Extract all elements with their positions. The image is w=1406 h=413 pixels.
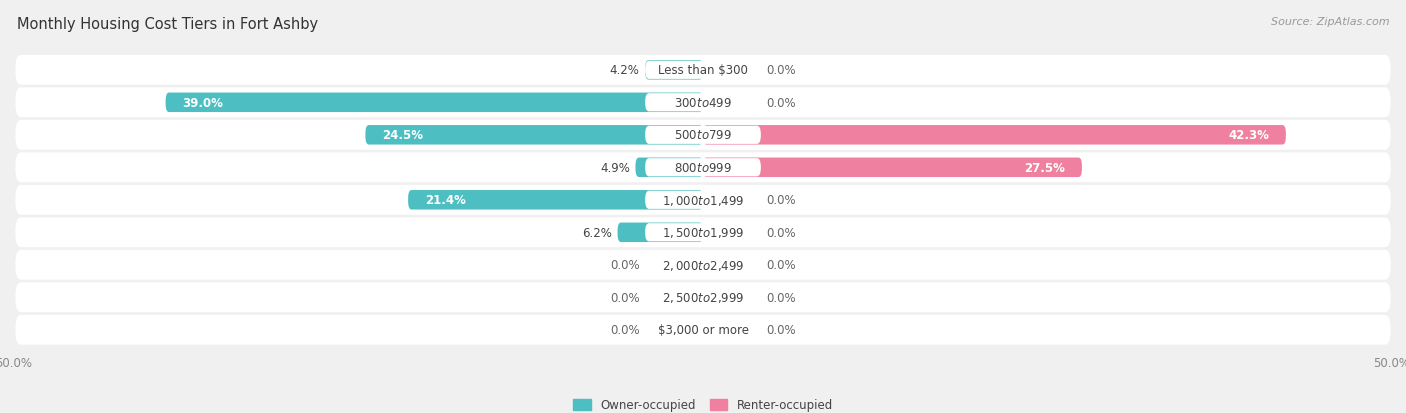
FancyBboxPatch shape [645, 94, 761, 112]
FancyBboxPatch shape [636, 158, 703, 178]
FancyBboxPatch shape [645, 256, 761, 274]
Legend: Owner-occupied, Renter-occupied: Owner-occupied, Renter-occupied [572, 399, 834, 411]
Text: $1,500 to $1,999: $1,500 to $1,999 [662, 226, 744, 240]
FancyBboxPatch shape [703, 126, 1286, 145]
FancyBboxPatch shape [15, 56, 1391, 85]
FancyBboxPatch shape [645, 61, 703, 81]
Text: 0.0%: 0.0% [766, 64, 796, 77]
Text: 0.0%: 0.0% [610, 291, 640, 304]
Text: $3,000 or more: $3,000 or more [658, 323, 748, 337]
FancyBboxPatch shape [15, 282, 1391, 313]
FancyBboxPatch shape [15, 121, 1391, 150]
Text: Monthly Housing Cost Tiers in Fort Ashby: Monthly Housing Cost Tiers in Fort Ashby [17, 17, 318, 31]
Text: 27.5%: 27.5% [1025, 161, 1066, 174]
FancyBboxPatch shape [15, 88, 1391, 118]
FancyBboxPatch shape [15, 315, 1391, 345]
FancyBboxPatch shape [15, 185, 1391, 215]
FancyBboxPatch shape [366, 126, 703, 145]
FancyBboxPatch shape [617, 223, 703, 242]
Text: $1,000 to $1,499: $1,000 to $1,499 [662, 193, 744, 207]
Text: 6.2%: 6.2% [582, 226, 612, 239]
FancyBboxPatch shape [645, 159, 761, 177]
Text: $2,000 to $2,499: $2,000 to $2,499 [662, 258, 744, 272]
Text: 0.0%: 0.0% [766, 97, 796, 109]
Text: 0.0%: 0.0% [766, 259, 796, 272]
Text: $800 to $999: $800 to $999 [673, 161, 733, 174]
Text: 0.0%: 0.0% [766, 291, 796, 304]
FancyBboxPatch shape [645, 191, 761, 209]
Text: $2,500 to $2,999: $2,500 to $2,999 [662, 291, 744, 304]
Text: 24.5%: 24.5% [382, 129, 423, 142]
Text: $500 to $799: $500 to $799 [673, 129, 733, 142]
Text: 21.4%: 21.4% [425, 194, 465, 207]
Text: 0.0%: 0.0% [766, 226, 796, 239]
FancyBboxPatch shape [703, 158, 1083, 178]
FancyBboxPatch shape [408, 190, 703, 210]
FancyBboxPatch shape [15, 250, 1391, 280]
Text: 39.0%: 39.0% [183, 97, 224, 109]
Text: 4.2%: 4.2% [610, 64, 640, 77]
Text: 4.9%: 4.9% [600, 161, 630, 174]
Text: Less than $300: Less than $300 [658, 64, 748, 77]
FancyBboxPatch shape [15, 218, 1391, 248]
Text: 0.0%: 0.0% [610, 323, 640, 337]
Text: 0.0%: 0.0% [766, 194, 796, 207]
FancyBboxPatch shape [645, 224, 761, 242]
Text: 0.0%: 0.0% [610, 259, 640, 272]
Text: Source: ZipAtlas.com: Source: ZipAtlas.com [1271, 17, 1389, 26]
FancyBboxPatch shape [645, 321, 761, 339]
Text: $300 to $499: $300 to $499 [673, 97, 733, 109]
Text: 42.3%: 42.3% [1229, 129, 1270, 142]
FancyBboxPatch shape [645, 289, 761, 306]
FancyBboxPatch shape [645, 62, 761, 80]
FancyBboxPatch shape [645, 126, 761, 145]
Text: 0.0%: 0.0% [766, 323, 796, 337]
FancyBboxPatch shape [15, 153, 1391, 183]
FancyBboxPatch shape [166, 93, 703, 113]
